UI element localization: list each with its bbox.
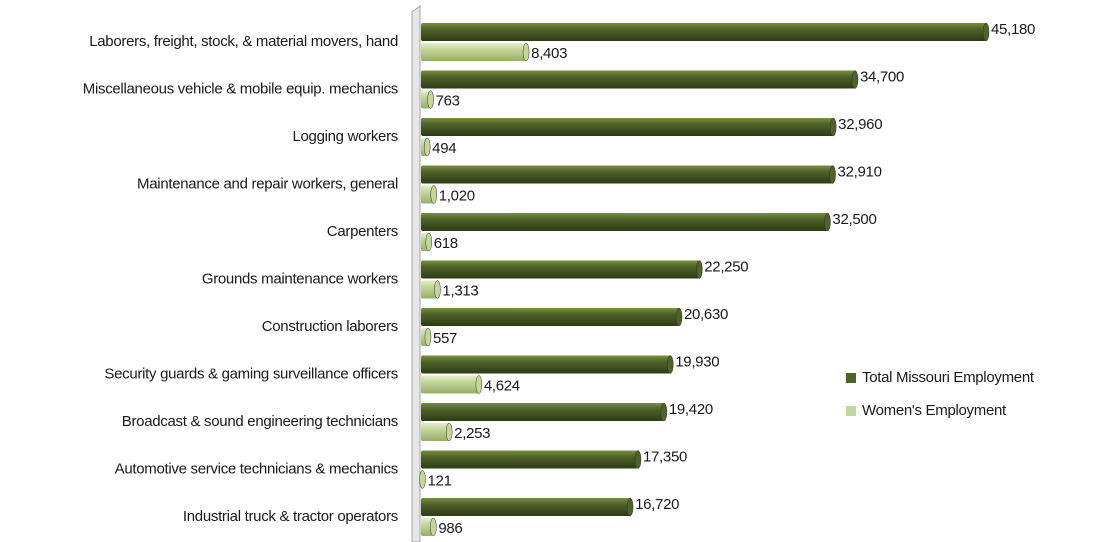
- bar: [421, 308, 679, 326]
- bar-cap: [425, 232, 432, 252]
- bar-cap: [427, 90, 434, 109]
- value-label: 4,624: [484, 377, 520, 394]
- bar-cap: [419, 470, 426, 489]
- bar: [421, 280, 438, 299]
- bar-cap: [445, 422, 453, 442]
- bar-cap: [424, 327, 432, 347]
- category-label: Logging workers: [292, 128, 398, 145]
- bar-cap: [626, 497, 634, 517]
- bar: [421, 213, 828, 231]
- value-label: 19,930: [675, 353, 719, 370]
- value-label: 1,313: [442, 282, 478, 299]
- bar: [421, 375, 479, 394]
- bar: [421, 23, 986, 41]
- bar: [421, 260, 700, 279]
- bar: [421, 498, 631, 516]
- value-label: 986: [438, 520, 462, 537]
- value-label: 121: [428, 472, 452, 489]
- legend-label: Total Missouri Employment: [862, 369, 1035, 386]
- bar-cap: [851, 70, 859, 89]
- category-label: Security guards & gaming surveillance of…: [104, 365, 398, 382]
- category-label: Maintenance and repair workers, general: [137, 175, 398, 192]
- bar-cap: [660, 402, 668, 422]
- bar: [421, 43, 527, 61]
- bar-cap: [430, 517, 437, 537]
- category-label: Miscellaneous vehicle & mobile equip. me…: [83, 80, 398, 97]
- value-label: 557: [433, 330, 457, 347]
- category-label: Automotive service technicians & mechani…: [115, 460, 398, 477]
- bar: [421, 450, 638, 469]
- legend-swatch: [846, 373, 856, 383]
- value-label: 19,420: [669, 401, 713, 418]
- value-label: 16,720: [635, 496, 679, 513]
- value-label: 494: [432, 140, 456, 157]
- bar: [421, 118, 834, 136]
- bar: [421, 355, 671, 374]
- axis-wall: [411, 5, 421, 542]
- value-label: 2,253: [454, 425, 490, 442]
- category-label: Grounds maintenance workers: [202, 270, 398, 287]
- bar-cap: [666, 355, 674, 374]
- value-label: 20,630: [684, 306, 728, 323]
- bar-cap: [634, 450, 642, 469]
- bar-cap: [829, 165, 836, 184]
- bar: [421, 403, 664, 421]
- category-label: Industrial truck & tractor operators: [183, 508, 398, 525]
- bar: [421, 423, 450, 441]
- value-label: 45,180: [991, 21, 1035, 38]
- bar-cap: [824, 212, 831, 232]
- bar: [421, 165, 833, 184]
- value-label: 17,350: [643, 448, 687, 465]
- value-label: 763: [436, 92, 460, 109]
- bar-cap: [522, 42, 530, 62]
- bar-cap: [982, 22, 990, 42]
- bar-cap: [675, 307, 683, 327]
- bar-cap: [695, 260, 703, 279]
- value-label: 8,403: [531, 45, 567, 62]
- value-label: 32,500: [832, 211, 876, 228]
- bar-cap: [434, 280, 441, 299]
- value-label: 1,020: [439, 187, 475, 204]
- category-label: Carpenters: [327, 223, 398, 240]
- value-label: 34,700: [860, 68, 904, 85]
- bar-cap: [829, 117, 837, 137]
- bar-cap: [423, 137, 431, 157]
- value-label: 32,960: [838, 116, 882, 133]
- category-label: Broadcast & sound engineering technician…: [122, 413, 398, 430]
- legend-swatch: [846, 406, 856, 416]
- value-label: 618: [434, 235, 458, 252]
- category-label: Laborers, freight, stock, & material mov…: [89, 33, 398, 50]
- legend-label: Women's Employment: [862, 402, 1007, 419]
- bar: [421, 185, 434, 204]
- category-label: Construction laborers: [262, 318, 398, 335]
- value-label: 22,250: [704, 258, 748, 275]
- bar-cap: [475, 375, 483, 394]
- bar: [421, 518, 434, 536]
- value-label: 32,910: [838, 163, 882, 180]
- bar: [421, 70, 855, 89]
- bar-cap: [430, 185, 438, 204]
